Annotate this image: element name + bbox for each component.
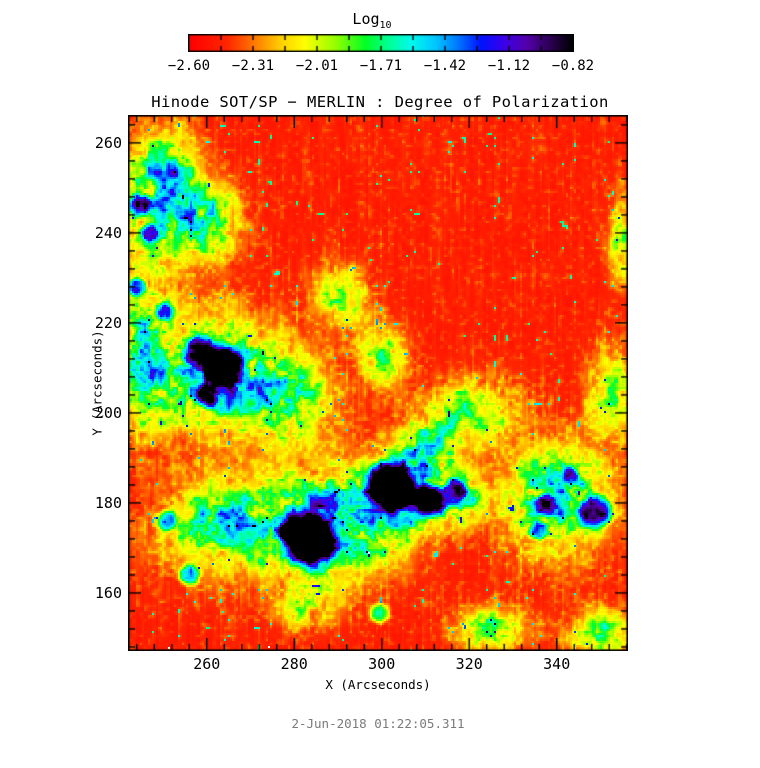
axes-frame	[128, 115, 628, 651]
colorbar	[188, 34, 574, 52]
y-tick-label: 180	[94, 493, 122, 512]
x-tick-label: 340	[543, 655, 571, 673]
chart-title: Hinode SOT/SP − MERLIN : Degree of Polar…	[151, 93, 609, 111]
colorbar-tick-label: −0.82	[551, 58, 595, 74]
colorbar-tick-label: −2.60	[167, 58, 211, 74]
colorbar-tick-label: −1.12	[487, 58, 531, 74]
colorbar-title: Log10	[352, 10, 391, 31]
y-axis-label: Y (Arcseconds)	[89, 330, 105, 436]
x-tick-label: 300	[368, 655, 396, 673]
x-axis-label: X (Arcseconds)	[325, 677, 431, 692]
y-tick-label: 240	[94, 223, 122, 242]
colorbar-tick-label: −2.31	[231, 58, 275, 74]
y-tick-label: 160	[94, 583, 122, 602]
x-tick-label: 280	[280, 655, 308, 673]
y-tick-label: 200	[94, 403, 122, 422]
y-tick-label: 220	[94, 313, 122, 332]
x-tick-label: 260	[193, 655, 221, 673]
y-tick-label: 260	[94, 133, 122, 152]
colorbar-tick-label: −1.42	[423, 58, 467, 74]
x-tick-label: 320	[455, 655, 483, 673]
timestamp-caption: 2-Jun-2018 01:22:05.311	[291, 716, 465, 731]
colorbar-tick-label: −2.01	[295, 58, 339, 74]
colorbar-title-subscript: 10	[379, 20, 392, 31]
colorbar-title-text: Log	[352, 10, 380, 28]
colorbar-tick-label: −1.71	[359, 58, 403, 74]
